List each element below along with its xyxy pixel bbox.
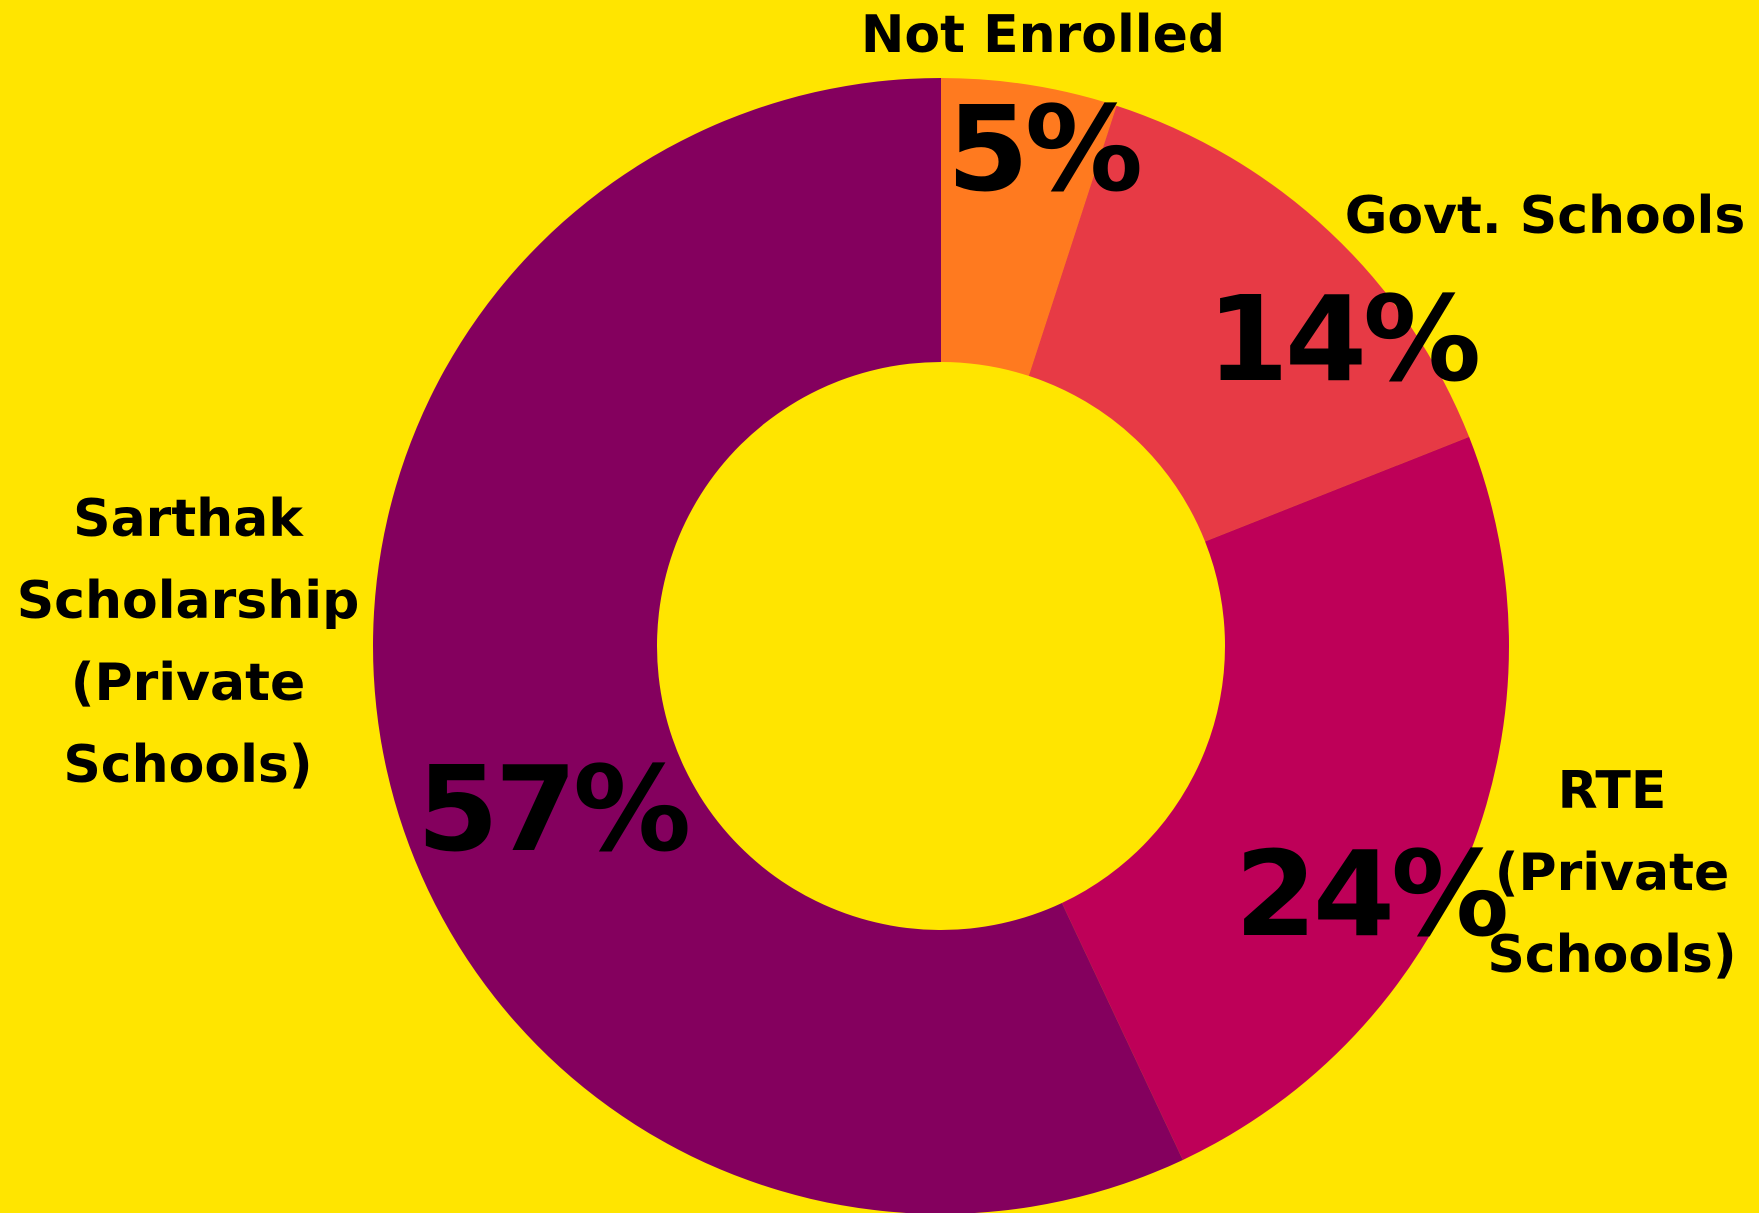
label-line: Sarthak bbox=[73, 489, 303, 549]
label-govt-schools: Govt. Schools bbox=[1345, 175, 1746, 257]
slice-rte bbox=[1061, 436, 1509, 1160]
label-line: Scholarship bbox=[16, 571, 360, 631]
value-label-rte: 24% bbox=[1234, 825, 1509, 963]
slice-sarthak bbox=[373, 78, 1183, 1213]
label-not-enrolled: Not Enrolled bbox=[861, 0, 1225, 76]
label-rte-private-schools: RTE (Private Schools) bbox=[1487, 750, 1736, 996]
label-sarthak-scholarship: Sarthak Scholarship (Private Schools) bbox=[17, 478, 360, 806]
label-line: RTE bbox=[1557, 761, 1667, 821]
label-line: Schools) bbox=[63, 735, 313, 795]
label-line: (Private bbox=[70, 653, 306, 713]
slice-not-enrolled bbox=[941, 78, 1117, 376]
slice-govt-schools bbox=[1028, 105, 1470, 542]
value-label-not-enrolled: 5% bbox=[946, 80, 1143, 218]
label-line: Not Enrolled bbox=[860, 5, 1226, 65]
value-label-govt-schools: 14% bbox=[1206, 270, 1481, 408]
label-line: (Private bbox=[1494, 843, 1730, 903]
value-label-sarthak: 57% bbox=[416, 740, 691, 878]
label-line: Govt. Schools bbox=[1344, 186, 1746, 246]
label-line: Schools) bbox=[1487, 925, 1737, 985]
